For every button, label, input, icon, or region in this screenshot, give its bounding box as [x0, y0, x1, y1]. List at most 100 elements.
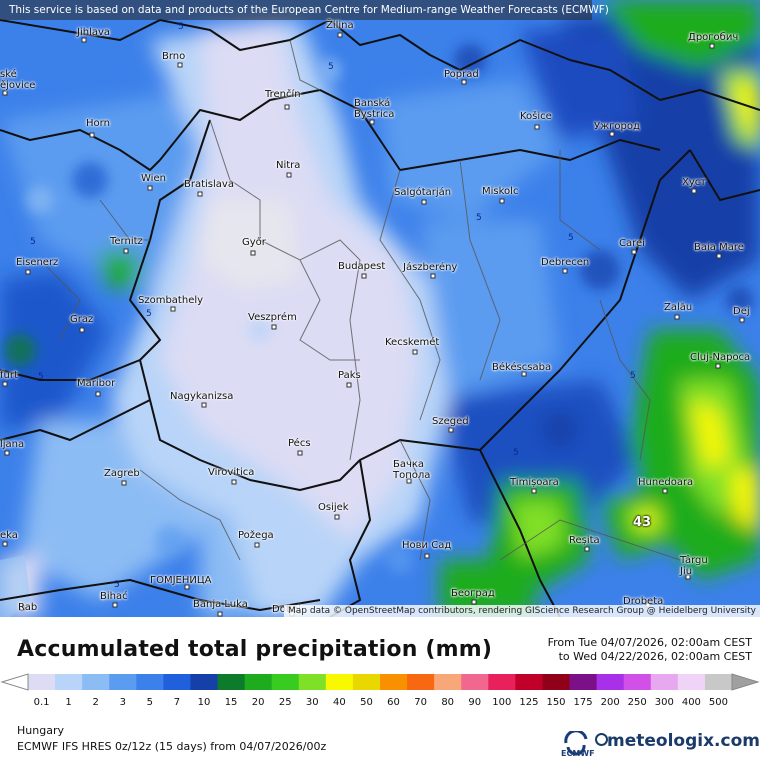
scale-swatch	[542, 674, 571, 690]
scale-tick-label: 50	[360, 697, 373, 708]
ecmwf-logo-icon[interactable]	[562, 731, 592, 757]
contour-label: 5	[476, 213, 482, 223]
scale-tick-label: 100	[492, 697, 512, 708]
scale-swatch	[461, 674, 489, 690]
scale-swatch	[650, 674, 679, 690]
contour-label: 5	[630, 371, 636, 381]
city-label: Zagreb	[104, 468, 140, 479]
city-label: Graz	[70, 314, 94, 325]
city-label: Banská Bystrica	[354, 98, 395, 120]
scale-tick-label: 300	[654, 697, 674, 708]
period-from: From Tue 04/07/2026, 02:00am CEST	[547, 636, 752, 649]
city-label: Jászberény	[403, 262, 458, 273]
scale-tick-label: 20	[251, 697, 265, 708]
scale-swatch	[380, 674, 408, 690]
map-attribution[interactable]: Map data © OpenStreetMap contributors, r…	[284, 605, 760, 617]
city-label: furt	[0, 370, 18, 381]
city-label: ГОМЈЕНИЦА	[150, 575, 212, 586]
scale-swatch	[190, 674, 219, 690]
scale-swatch	[515, 674, 543, 690]
city-label: Békéscsaba	[492, 362, 552, 373]
chart-title: Accumulated total precipitation (mm)	[17, 637, 493, 662]
scale-arrow-left	[0, 673, 29, 691]
city-label: Veszprém	[248, 312, 297, 323]
city-label: Reșita	[569, 535, 600, 546]
city-label: ské ějovice	[0, 69, 36, 91]
city-label: Banja Luka	[193, 599, 248, 610]
scale-tick-label: 10	[197, 697, 211, 708]
contour-label: 5	[146, 309, 152, 319]
city-label: Nagykanizsa	[170, 391, 234, 402]
city-label: Brno	[162, 51, 186, 62]
city-label: Pécs	[288, 438, 311, 449]
city-label: Бачка Топола	[393, 459, 431, 481]
city-label: Horn	[86, 118, 110, 129]
city-label: Trenčín	[265, 89, 301, 100]
city-label: Drobeta	[623, 596, 664, 607]
city-label: Eisenerz	[16, 257, 59, 268]
city-label: Szeged	[432, 416, 469, 427]
city-label: Хуст	[682, 177, 707, 188]
scale-tick-label: 2	[92, 697, 99, 708]
scale-tick-label: 25	[278, 697, 292, 708]
scale-swatch	[244, 674, 273, 690]
scale-tick-label: 175	[573, 697, 593, 708]
contour-label: 5	[30, 237, 36, 247]
scale-tick-label: 500	[708, 697, 728, 708]
scale-tick-label: 3	[119, 697, 126, 708]
scale-tick-label: 400	[681, 697, 701, 708]
city-label: Maribor	[77, 378, 116, 389]
city-label: Carei	[619, 238, 645, 249]
contour-label: 5	[513, 448, 519, 458]
city-label: Poprad	[444, 69, 479, 80]
scale-swatch	[28, 674, 56, 690]
scale-swatch	[217, 674, 246, 690]
city-label: Košice	[520, 111, 552, 122]
city-label: Bihać	[100, 591, 128, 602]
city-label: Timișoara	[510, 477, 559, 488]
meteologix-logo[interactable]: meteologix.com	[607, 731, 760, 751]
scale-tick-label: 1	[65, 697, 72, 708]
city-label: Rab	[18, 602, 38, 613]
scale-swatch	[55, 674, 83, 690]
max-value-label: 43	[633, 515, 652, 530]
contour-label: 5	[38, 372, 44, 382]
scale-tick-label: 5	[146, 697, 154, 708]
city-label: Budapest	[338, 261, 386, 272]
scale-swatch	[488, 674, 516, 690]
scale-swatch	[109, 674, 137, 690]
city-label: eka	[0, 530, 18, 541]
scale-swatch	[271, 674, 300, 690]
city-label: Debrecen	[541, 257, 590, 268]
scale-tick-labels: 0.1 1 2 3 5 7 10 15 20 25 30 40 50 60 70 80 90 100 125 150 1…	[0, 697, 760, 711]
city-label: Nitra	[276, 160, 301, 171]
city-label: Нови Сад	[402, 540, 452, 551]
meteologix-logo-icon	[595, 733, 608, 746]
contour-label: 5	[328, 62, 334, 72]
city-label: Miskolc	[482, 186, 519, 197]
city-label: Jihlava	[77, 27, 111, 38]
scale-tick-label: 15	[224, 697, 238, 708]
scale-tick-label: 90	[468, 697, 482, 708]
precipitation-map[interactable]: This service is based on data and produc…	[0, 0, 760, 617]
ecmwf-data-banner: This service is based on data and produc…	[0, 0, 609, 20]
city-label: Ternitz	[110, 236, 143, 247]
scale-tick-label: 70	[414, 697, 427, 708]
scale-swatch	[434, 674, 462, 690]
period-to: to Wed 04/22/2026, 02:00am CEST	[558, 650, 752, 663]
city-label: Győr	[242, 237, 266, 248]
scale-swatch	[163, 674, 191, 690]
city-label: Hunedoara	[638, 477, 694, 488]
contour-label: 5	[568, 233, 574, 243]
city-label: Žilina	[326, 20, 354, 31]
city-label: Dej	[733, 306, 750, 317]
scale-tick-label: 150	[546, 697, 566, 708]
scale-swatch	[623, 674, 652, 690]
scale-tick-label: 40	[333, 697, 346, 708]
city-label: Дрогобич	[688, 32, 739, 43]
map-canvas	[0, 0, 760, 617]
city-label: Wien	[141, 173, 166, 184]
scale-tick-label: 7	[173, 697, 181, 708]
color-scale-bar	[0, 673, 760, 691]
model-run-label: ECMWF IFS HRES 0z/12z (15 days) from 04/…	[17, 740, 327, 753]
